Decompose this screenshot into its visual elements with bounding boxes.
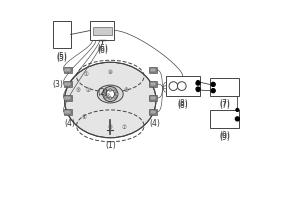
Text: (8): (8): [177, 99, 188, 108]
Bar: [64, 109, 71, 115]
Ellipse shape: [64, 62, 156, 138]
Circle shape: [103, 86, 118, 102]
Circle shape: [211, 82, 215, 86]
Bar: [166, 76, 200, 96]
Text: ④: ④: [82, 115, 87, 120]
Bar: [64, 82, 71, 86]
Text: (7): (7): [219, 99, 230, 108]
Bar: [210, 78, 239, 96]
Circle shape: [211, 89, 215, 93]
Text: ⑥: ⑥: [106, 94, 111, 99]
Bar: [150, 110, 156, 114]
Bar: [210, 110, 239, 128]
Circle shape: [197, 81, 200, 84]
Text: (7): (7): [219, 101, 230, 110]
Bar: [149, 81, 157, 87]
Circle shape: [236, 117, 239, 121]
Circle shape: [113, 95, 116, 98]
Bar: [64, 67, 71, 73]
Bar: [93, 27, 112, 35]
Text: ②: ②: [86, 88, 91, 93]
Text: ③: ③: [108, 125, 113, 130]
Text: ①: ①: [84, 72, 89, 77]
Text: (5): (5): [56, 54, 67, 63]
Bar: [64, 95, 71, 101]
Circle shape: [212, 89, 214, 92]
Text: (9): (9): [219, 131, 230, 140]
Circle shape: [102, 93, 105, 95]
Text: ⑧: ⑧: [124, 88, 129, 93]
Circle shape: [169, 82, 178, 90]
Text: ⑨: ⑨: [108, 70, 113, 75]
Text: (6): (6): [97, 44, 108, 53]
Text: (8): (8): [177, 101, 188, 110]
Text: (3): (3): [52, 80, 63, 89]
Circle shape: [197, 89, 200, 91]
Text: (4): (4): [149, 119, 161, 128]
Bar: [150, 96, 156, 100]
Circle shape: [109, 97, 112, 99]
Circle shape: [236, 109, 239, 111]
Circle shape: [109, 89, 112, 91]
Bar: [64, 68, 71, 72]
Text: ⑤: ⑤: [76, 88, 81, 93]
Text: (9): (9): [219, 133, 230, 142]
Bar: [64, 110, 71, 114]
Circle shape: [177, 82, 186, 90]
Bar: [150, 68, 156, 72]
Text: (4): (4): [64, 119, 75, 128]
Bar: [64, 96, 71, 100]
Bar: [149, 109, 157, 115]
Circle shape: [196, 81, 200, 85]
Bar: [149, 67, 157, 73]
Text: (2): (2): [97, 88, 108, 97]
Text: (1): (1): [105, 141, 116, 150]
Circle shape: [106, 90, 115, 98]
Circle shape: [104, 90, 107, 93]
Circle shape: [212, 83, 214, 86]
Bar: [53, 21, 70, 48]
Text: (5): (5): [56, 52, 67, 61]
Circle shape: [196, 87, 200, 91]
Bar: [149, 95, 157, 101]
Bar: [90, 21, 114, 40]
Circle shape: [116, 93, 118, 95]
Bar: [150, 82, 156, 86]
Ellipse shape: [98, 85, 123, 103]
Text: ⑦: ⑦: [122, 125, 127, 130]
Circle shape: [104, 95, 107, 98]
Circle shape: [113, 90, 116, 93]
Text: (6): (6): [97, 46, 108, 55]
Bar: [64, 81, 71, 87]
